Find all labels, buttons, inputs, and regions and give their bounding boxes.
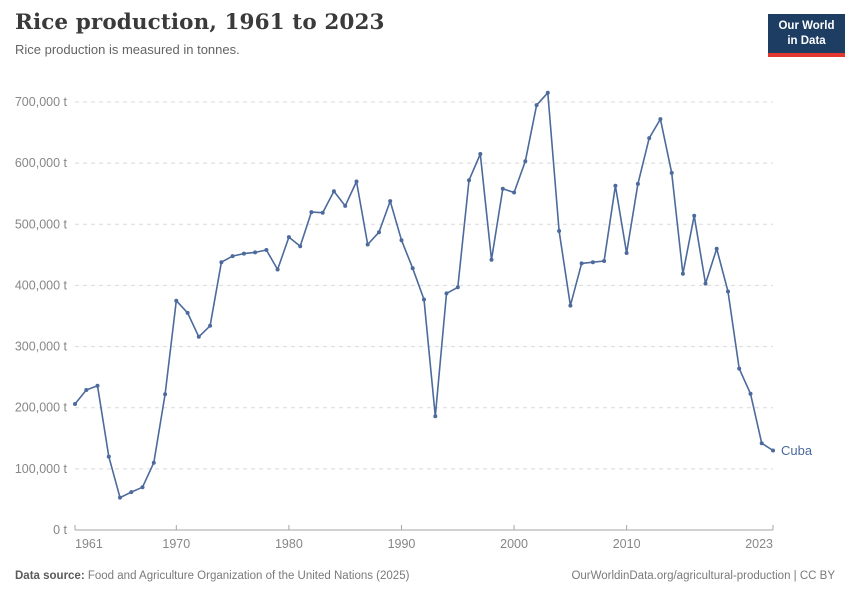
data-point[interactable] (759, 441, 764, 446)
data-point[interactable] (354, 179, 359, 184)
series-line[interactable] (74, 92, 774, 499)
data-point[interactable] (219, 260, 224, 265)
owid-logo[interactable]: Our World in Data (768, 14, 845, 57)
data-point[interactable] (388, 199, 393, 204)
data-point[interactable] (208, 323, 213, 328)
data-source-text: Food and Agriculture Organization of the… (84, 570, 410, 582)
chart-title: Rice production, 1961 to 2023 (15, 10, 385, 35)
data-point[interactable] (286, 235, 291, 240)
data-point[interactable] (118, 495, 122, 500)
data-point[interactable] (669, 170, 674, 175)
data-point[interactable] (343, 203, 348, 208)
data-point[interactable] (377, 230, 381, 235)
data-point[interactable] (658, 117, 663, 122)
data-point[interactable] (613, 183, 618, 188)
data-point[interactable] (579, 261, 584, 266)
x-tick-label: 2000 (500, 537, 528, 551)
data-point[interactable] (647, 136, 652, 141)
data-point[interactable] (568, 303, 573, 308)
data-point[interactable] (84, 388, 89, 392)
data-point[interactable] (692, 213, 697, 218)
data-point[interactable] (275, 267, 280, 272)
data-point[interactable] (545, 90, 550, 95)
data-point[interactable] (624, 251, 629, 255)
y-tick-label: 700,000 t (15, 95, 68, 109)
data-point[interactable] (512, 190, 517, 195)
data-point[interactable] (320, 210, 325, 215)
x-tick-label: 1980 (275, 537, 303, 551)
x-tick-label: 1970 (162, 537, 190, 551)
data-point[interactable] (455, 285, 460, 290)
chart-footer: Data source: Food and Agriculture Organi… (15, 570, 835, 582)
data-point[interactable] (635, 181, 640, 186)
owid-logo-line2: in Data (787, 34, 826, 47)
data-point[interactable] (557, 229, 562, 233)
data-point[interactable] (602, 259, 607, 263)
y-tick-label: 600,000 t (15, 156, 68, 170)
data-point[interactable] (129, 490, 134, 495)
data-point[interactable] (264, 248, 269, 252)
data-point[interactable] (365, 242, 370, 247)
data-point[interactable] (241, 251, 246, 256)
data-point[interactable] (163, 392, 168, 397)
x-tick-label: 1961 (75, 537, 103, 551)
data-point[interactable] (422, 297, 426, 302)
data-point[interactable] (444, 291, 449, 296)
data-point[interactable] (771, 448, 775, 453)
data-point[interactable] (298, 244, 303, 249)
data-point[interactable] (95, 383, 100, 388)
chart-canvas[interactable]: 0 t 100,000 t 200,000 t 300,000 t 400,000 t 5… (0, 80, 850, 565)
y-tick-label: 0 t (53, 523, 67, 537)
data-point[interactable] (73, 402, 77, 406)
data-point[interactable] (726, 289, 730, 294)
data-point[interactable] (489, 257, 494, 262)
y-tick-label: 300,000 t (15, 340, 68, 354)
data-point[interactable] (703, 281, 708, 286)
data-point[interactable] (196, 334, 201, 339)
data-point[interactable] (680, 271, 685, 276)
data-point[interactable] (433, 414, 438, 419)
data-point[interactable] (151, 460, 156, 465)
data-point[interactable] (748, 391, 753, 396)
data-point[interactable] (523, 159, 528, 164)
x-tick-label: 2023 (745, 537, 773, 551)
data-point[interactable] (253, 250, 258, 255)
data-point[interactable] (174, 298, 179, 303)
y-tick-label: 500,000 t (15, 217, 68, 231)
data-point[interactable] (399, 238, 404, 243)
data-source-note: Data source: Food and Agriculture Organi… (15, 570, 409, 582)
data-point[interactable] (714, 246, 719, 251)
y-tick-label: 100,000 t (15, 462, 68, 476)
x-tick-label: 1990 (388, 537, 416, 551)
data-point[interactable] (140, 485, 145, 490)
data-point[interactable] (467, 178, 471, 183)
data-point[interactable] (500, 186, 505, 191)
data-point[interactable] (410, 266, 415, 271)
data-point[interactable] (534, 103, 539, 108)
x-tick-label: 2010 (613, 537, 641, 551)
data-point[interactable] (185, 310, 190, 315)
data-point[interactable] (331, 189, 336, 194)
owid-logo-line1: Our World (778, 20, 835, 32)
data-point[interactable] (478, 152, 483, 156)
owid-url-license[interactable]: OurWorldinData.org/agricultural-producti… (571, 570, 835, 582)
chart-header: Rice production, 1961 to 2023 Rice produ… (15, 10, 755, 57)
y-tick-label: 400,000 t (15, 278, 68, 292)
series-end-label[interactable]: Cuba (781, 443, 813, 458)
y-tick-label: 200,000 t (15, 401, 68, 415)
data-point[interactable] (590, 260, 595, 265)
data-point[interactable] (230, 254, 235, 259)
data-point[interactable] (737, 366, 742, 371)
data-point[interactable] (106, 454, 111, 459)
chart-subtitle: Rice production is measured in tonnes. (15, 41, 240, 57)
data-point[interactable] (309, 210, 314, 215)
data-source-label: Data source: (15, 570, 85, 582)
